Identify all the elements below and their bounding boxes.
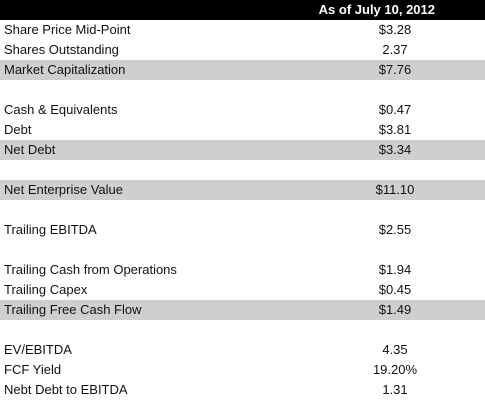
row-value: $0.47 xyxy=(378,102,412,117)
row-label: Trailing Capex xyxy=(4,282,88,297)
row-label: Market Capitalization xyxy=(4,62,126,77)
row-value: 1.31 xyxy=(382,382,408,397)
row-label: Trailing EBITDA xyxy=(4,222,97,237)
spacer-row xyxy=(0,80,485,100)
row-label: Shares Outstanding xyxy=(4,42,119,57)
table-row: Trailing Capex $0.45 xyxy=(0,280,485,300)
row-value: $3.28 xyxy=(378,22,412,37)
row-label: Trailing Free Cash Flow xyxy=(4,302,142,317)
table-row: Trailing Cash from Operations $1.94 xyxy=(0,260,485,280)
row-label: EV/EBITDA xyxy=(4,342,72,357)
row-value: $1.49 xyxy=(378,302,412,317)
row-value: 4.35 xyxy=(382,342,408,357)
header-date: As of July 10, 2012 xyxy=(318,2,435,17)
row-value: $1.94 xyxy=(378,262,412,277)
table-row: EV/EBITDA 4.35 xyxy=(0,340,485,360)
table-row: FCF Yield 19.20% xyxy=(0,360,485,380)
table-row: Nebt Debt to EBITDA 1.31 xyxy=(0,380,485,400)
table-header: As of July 10, 2012 xyxy=(0,0,485,20)
row-value: $3.81 xyxy=(378,122,412,137)
row-value: 19.20% xyxy=(372,362,418,377)
row-label: Net Debt xyxy=(4,142,56,157)
row-value: $7.76 xyxy=(378,62,412,77)
row-value: $11.10 xyxy=(375,182,415,197)
table-row: Trailing EBITDA $2.55 xyxy=(0,220,485,240)
row-label: Debt xyxy=(4,122,32,137)
table-row: Debt $3.81 xyxy=(0,120,485,140)
spacer-row xyxy=(0,320,485,340)
table-row: Net Enterprise Value $11.10 xyxy=(0,180,485,200)
row-value: $3.34 xyxy=(378,142,412,157)
row-value: 2.37 xyxy=(382,42,408,57)
row-label: Trailing Cash from Operations xyxy=(4,262,177,277)
row-value: $2.55 xyxy=(378,222,412,237)
table-row: Shares Outstanding 2.37 xyxy=(0,40,485,60)
row-label: Share Price Mid-Point xyxy=(4,22,131,37)
row-label: FCF Yield xyxy=(4,362,62,377)
table-row: Trailing Free Cash Flow $1.49 xyxy=(0,300,485,320)
row-label: Net Enterprise Value xyxy=(4,182,123,197)
spacer-row xyxy=(0,160,485,180)
table-row: Market Capitalization $7.76 xyxy=(0,60,485,80)
row-label: Cash & Equivalents xyxy=(4,102,118,117)
row-label: Nebt Debt to EBITDA xyxy=(4,382,128,397)
table-row: Cash & Equivalents $0.47 xyxy=(0,100,485,120)
row-value: $0.45 xyxy=(378,282,412,297)
table-row: Share Price Mid-Point $3.28 xyxy=(0,20,485,40)
spacer-row xyxy=(0,240,485,260)
table-row: Net Debt $3.34 xyxy=(0,140,485,160)
spacer-row xyxy=(0,200,485,220)
